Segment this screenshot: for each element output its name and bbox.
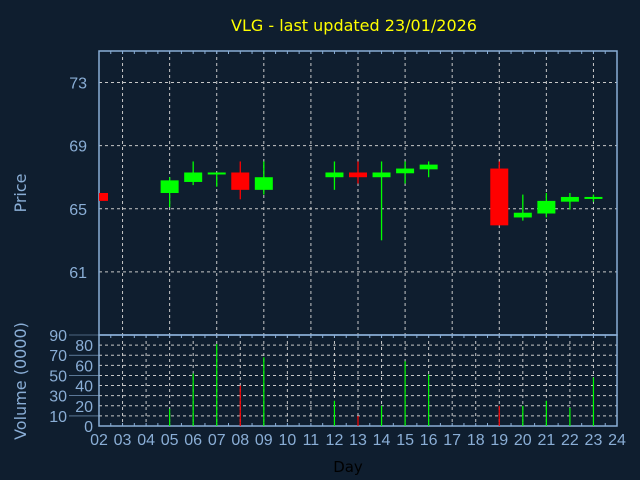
candle-body (396, 168, 415, 174)
volume-tick-label: 30 (49, 389, 67, 406)
candles-group (99, 161, 603, 241)
x-tick-label: 02 (90, 432, 108, 449)
candle-body (372, 172, 391, 178)
x-tick-label: 21 (537, 432, 555, 449)
x-tick-label: 08 (231, 432, 249, 449)
candle-body (184, 172, 203, 182)
candle-body (419, 164, 438, 170)
volume-axis-label: Volume (0000) (11, 322, 30, 440)
chart-title: VLG - last updated 23/01/2026 (231, 16, 477, 35)
volume-tick-label: 40 (75, 379, 93, 396)
x-tick-label: 16 (420, 432, 438, 449)
price-tick-label: 69 (69, 139, 87, 156)
x-tick-label: 15 (396, 432, 414, 449)
volume-tick-label: 70 (49, 348, 67, 365)
price-tick-label: 61 (69, 265, 87, 282)
x-tick-label: 20 (514, 432, 532, 449)
x-tick-label: 11 (303, 432, 320, 449)
candle-body (513, 212, 532, 218)
x-tick-label: 10 (278, 432, 296, 449)
x-tick-label: 13 (349, 432, 367, 449)
candle-body (349, 172, 367, 178)
x-tick-label: 22 (561, 432, 579, 449)
candle-body (560, 196, 579, 202)
x-tick-label: 06 (184, 432, 202, 449)
x-axis-label: Day (333, 458, 363, 476)
x-tick-label: 24 (608, 432, 626, 449)
x-tick-label: 14 (373, 432, 391, 449)
candle-body (537, 200, 556, 214)
volume-tick-label: 20 (75, 399, 93, 416)
x-tick-label: 04 (137, 432, 155, 449)
volume-tick-label: 80 (75, 338, 93, 355)
x-tick-label: 03 (114, 432, 132, 449)
candle-body (584, 196, 603, 199)
candle-body (207, 172, 226, 175)
volume-tick-label: 10 (49, 409, 67, 426)
x-tick-label: 19 (490, 432, 508, 449)
x-tick-label: 18 (467, 432, 485, 449)
x-tick-label: 23 (585, 432, 603, 449)
candle-body (231, 172, 250, 190)
volume-tick-label: 50 (49, 368, 67, 385)
price-tick-label: 73 (69, 76, 87, 93)
volume-tick-label: 0 (84, 419, 93, 436)
x-tick-label: 12 (326, 432, 344, 449)
candle-body (99, 193, 108, 201)
price-tick-label: 65 (69, 202, 87, 219)
candle-body (325, 172, 344, 178)
price-axis-label: Price (11, 173, 30, 212)
x-tick-label: 07 (208, 432, 226, 449)
candle-body (490, 168, 509, 226)
volume-tick-label: 60 (75, 358, 93, 375)
x-tick-label: 09 (255, 432, 273, 449)
x-tick-label: 05 (161, 432, 179, 449)
x-tick-label: 17 (443, 432, 461, 449)
candle-body (160, 180, 179, 193)
volume-tick-label: 90 (49, 328, 67, 345)
candle-body (254, 177, 273, 190)
